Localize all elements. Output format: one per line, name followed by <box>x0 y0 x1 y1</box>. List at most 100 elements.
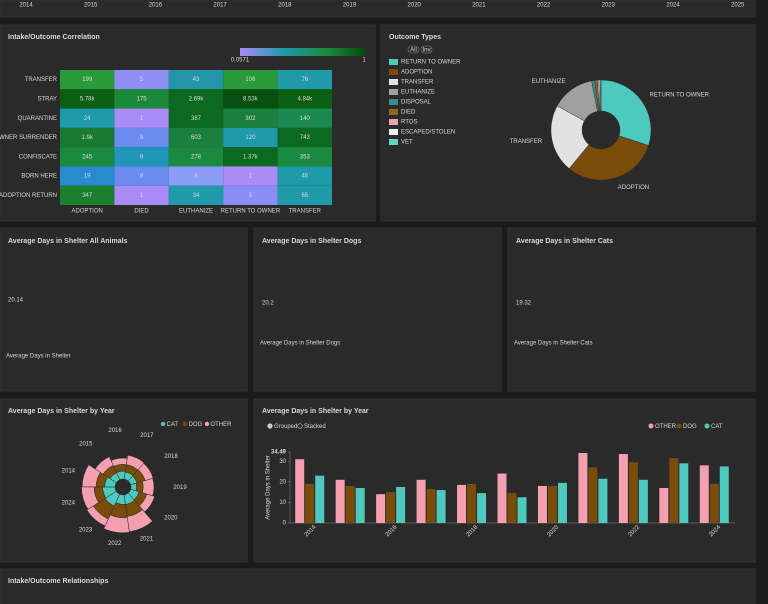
heatmap-cell[interactable] <box>60 147 115 167</box>
slice-label: RETURN TO OWNER <box>650 92 710 98</box>
radial-bar[interactable] <box>94 456 114 475</box>
heatmap-cell[interactable] <box>60 89 115 109</box>
bar[interactable] <box>679 463 689 523</box>
legend-dot[interactable] <box>204 421 210 427</box>
heatmap-cell[interactable] <box>277 166 332 186</box>
legend-swatch[interactable] <box>389 89 398 95</box>
mode-radio[interactable] <box>297 423 303 429</box>
donut-slice[interactable] <box>599 79 602 112</box>
heatmap-cell[interactable] <box>223 147 278 167</box>
cell-label: 43 <box>193 77 200 83</box>
heatmap-cell[interactable] <box>277 147 332 167</box>
bar[interactable] <box>345 485 355 523</box>
heatmap-cell[interactable] <box>168 185 224 205</box>
heatmap-cell[interactable] <box>223 185 278 205</box>
heatmap-cell[interactable] <box>114 166 169 186</box>
heatmap-cell[interactable] <box>60 166 115 186</box>
bar[interactable] <box>547 485 557 523</box>
bar[interactable] <box>335 479 345 523</box>
legend-button[interactable] <box>407 45 420 54</box>
bar[interactable] <box>598 478 608 523</box>
panel <box>0 568 756 604</box>
legend-swatch[interactable] <box>389 79 398 85</box>
donut-slice[interactable] <box>600 79 652 146</box>
legend-swatch[interactable] <box>389 119 398 125</box>
bar[interactable] <box>719 466 729 523</box>
bar[interactable] <box>376 494 386 523</box>
bar[interactable] <box>295 459 305 523</box>
cell-label: 24 <box>84 116 91 122</box>
bar[interactable] <box>588 467 598 523</box>
heatmap-cell[interactable] <box>277 185 332 205</box>
donut-slice[interactable] <box>568 135 649 181</box>
heatmap-cell[interactable] <box>168 166 224 186</box>
heatmap-cell[interactable] <box>168 127 224 148</box>
heatmap-cell[interactable] <box>223 166 278 186</box>
legend-dot[interactable] <box>648 423 654 429</box>
bar[interactable] <box>315 475 325 523</box>
legend-swatch[interactable] <box>389 99 398 105</box>
bar[interactable] <box>426 489 436 523</box>
heatmap-cell[interactable] <box>114 89 169 109</box>
timeline-bar[interactable] <box>0 0 756 18</box>
row-label: STRAY <box>37 97 57 103</box>
legend-button[interactable] <box>420 45 433 54</box>
heatmap-cell[interactable] <box>277 127 332 148</box>
heatmap-cell[interactable] <box>168 108 224 128</box>
heatmap-cell[interactable] <box>223 70 278 90</box>
bar[interactable] <box>497 473 507 523</box>
bar[interactable] <box>699 465 709 523</box>
mode-radio[interactable] <box>267 423 273 429</box>
legend-dot[interactable] <box>676 423 682 429</box>
heatmap-cell[interactable] <box>114 70 169 90</box>
bar[interactable] <box>416 479 426 523</box>
legend-swatch[interactable] <box>389 109 398 115</box>
heatmap-cell[interactable] <box>60 185 115 205</box>
heatmap-cell[interactable] <box>114 108 169 128</box>
bar[interactable] <box>557 482 567 523</box>
heatmap-cell[interactable] <box>277 108 332 128</box>
bar[interactable] <box>457 484 467 523</box>
bar[interactable] <box>537 485 547 523</box>
heatmap-cell[interactable] <box>60 70 115 90</box>
bar[interactable] <box>618 454 628 523</box>
heatmap-cell[interactable] <box>60 108 115 128</box>
cell-label: 120 <box>245 135 256 141</box>
legend-dot[interactable] <box>182 421 188 427</box>
heatmap-cell[interactable] <box>168 70 224 90</box>
heatmap-cell[interactable] <box>223 89 278 109</box>
bar[interactable] <box>638 479 648 523</box>
bar[interactable] <box>578 453 588 523</box>
bar[interactable] <box>467 483 477 523</box>
radial-label: 2017 <box>140 433 154 439</box>
bar[interactable] <box>507 493 517 523</box>
bar[interactable] <box>355 488 365 523</box>
bar[interactable] <box>396 486 406 523</box>
heatmap-cell[interactable] <box>168 147 224 167</box>
bar[interactable] <box>628 462 638 523</box>
legend-swatch[interactable] <box>389 59 398 65</box>
bar[interactable] <box>305 483 315 523</box>
bar[interactable] <box>669 458 679 523</box>
radial-bar[interactable] <box>81 464 101 488</box>
bar[interactable] <box>659 488 669 523</box>
heatmap-cell[interactable] <box>60 127 115 148</box>
heatmap-cell[interactable] <box>114 127 169 148</box>
heatmap-cell[interactable] <box>168 89 224 109</box>
bar[interactable] <box>436 490 446 523</box>
heatmap-cell[interactable] <box>223 127 278 148</box>
bar[interactable] <box>386 492 396 523</box>
heatmap-cell[interactable] <box>277 89 332 109</box>
legend-dot[interactable] <box>160 421 166 427</box>
legend-dot[interactable] <box>704 423 710 429</box>
heatmap-cell[interactable] <box>114 185 169 205</box>
legend-swatch[interactable] <box>389 139 398 145</box>
bar[interactable] <box>517 497 527 523</box>
heatmap-cell[interactable] <box>114 147 169 167</box>
bar[interactable] <box>477 493 487 523</box>
legend-swatch[interactable] <box>389 129 398 135</box>
bar[interactable] <box>709 483 719 523</box>
heatmap-cell[interactable] <box>277 70 332 90</box>
heatmap-cell[interactable] <box>223 108 278 128</box>
legend-swatch[interactable] <box>389 69 398 75</box>
